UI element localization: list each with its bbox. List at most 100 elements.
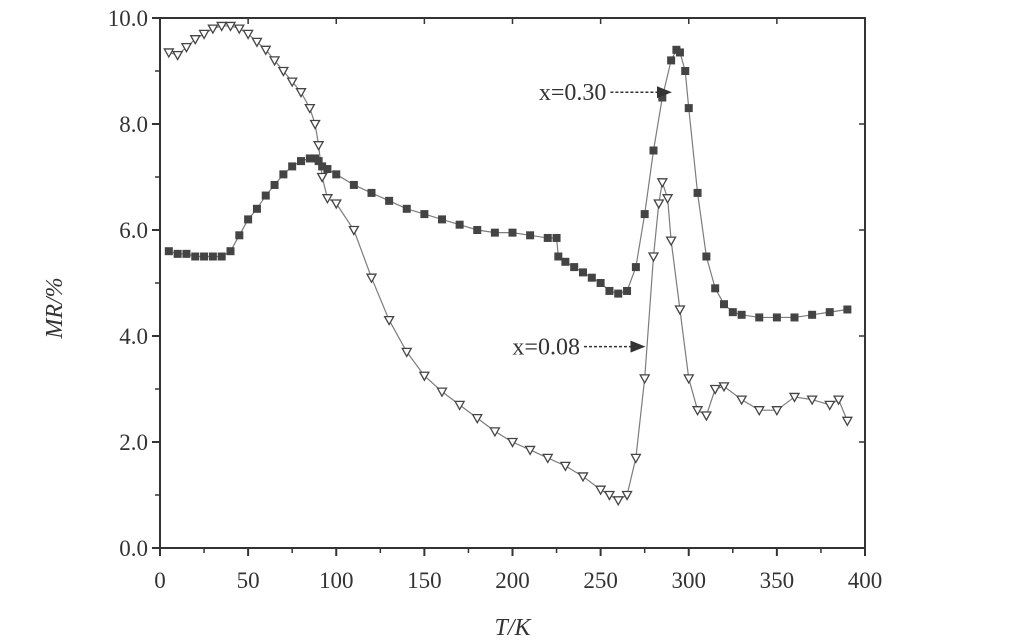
data-point (621, 490, 633, 501)
data-point (402, 204, 411, 213)
data-point (251, 37, 263, 48)
data-point (630, 453, 642, 464)
data-point (824, 400, 836, 411)
data-point (508, 228, 517, 237)
x-tick-label: 350 (760, 568, 795, 593)
data-point (277, 66, 289, 77)
y-tick-label: 0.0 (119, 536, 148, 561)
data-point (612, 496, 624, 507)
data-point (603, 490, 616, 501)
data-point (806, 395, 818, 406)
data-point (235, 231, 244, 240)
data-point (323, 165, 332, 174)
data-point (261, 191, 270, 200)
data-point (596, 279, 605, 287)
series-line (168, 25, 848, 502)
data-point (843, 305, 852, 314)
annotation-label: x=0.08 (512, 335, 580, 361)
data-point (542, 453, 554, 464)
data-point (332, 170, 341, 179)
data-point (623, 286, 632, 295)
data-point (438, 215, 446, 224)
data-point (700, 411, 712, 422)
y-tick-label: 4.0 (119, 324, 148, 349)
data-point (693, 188, 702, 197)
data-point (667, 56, 676, 65)
x-tick-label: 300 (672, 568, 707, 593)
data-point (348, 225, 360, 236)
data-point (691, 406, 704, 417)
data-point (313, 141, 325, 152)
data-point (570, 263, 579, 272)
data-point (252, 204, 261, 213)
data-point (216, 21, 228, 32)
data-point (365, 273, 378, 284)
data-point (506, 437, 519, 448)
x-tick-label: 100 (319, 568, 354, 593)
data-point (683, 374, 695, 385)
data-point (226, 247, 235, 256)
data-point (436, 387, 448, 398)
data-point (631, 263, 640, 272)
data-point (559, 461, 571, 472)
x-tick-label: 0 (154, 568, 166, 593)
data-point (349, 180, 358, 189)
data-point (674, 305, 686, 316)
data-point (639, 374, 651, 385)
data-point (180, 43, 193, 53)
data-point (771, 406, 783, 417)
data-point (330, 199, 342, 210)
data-point (808, 310, 817, 319)
data-point (473, 226, 482, 234)
data-point (653, 199, 665, 210)
data-point (753, 406, 765, 417)
data-point (224, 21, 237, 32)
data-point (297, 157, 305, 166)
data-point (418, 371, 430, 382)
data-point (605, 286, 614, 295)
data-point (490, 228, 499, 237)
data-point (173, 249, 182, 258)
x-tick-label: 50 (237, 568, 260, 593)
data-point (702, 252, 711, 261)
data-point (647, 252, 660, 263)
data-point (454, 400, 466, 411)
data-point (526, 231, 535, 240)
data-point (681, 67, 690, 75)
data-point (383, 315, 395, 326)
y-tick-label: 8.0 (119, 112, 148, 137)
data-point (841, 416, 853, 427)
x-axis-label: T/K (494, 615, 532, 640)
data-point (665, 236, 677, 247)
data-point (244, 215, 253, 224)
data-point (191, 252, 200, 261)
annotation-label: x=0.30 (539, 80, 607, 106)
data-point (304, 103, 316, 114)
data-point (595, 485, 607, 496)
data-point (471, 413, 483, 424)
y-tick-label: 10.0 (108, 6, 148, 31)
data-point (684, 104, 693, 113)
data-point (288, 162, 297, 171)
data-point (711, 284, 720, 293)
x-tick-label: 400 (848, 568, 883, 593)
data-point (554, 252, 563, 261)
data-point (658, 93, 667, 102)
data-point (552, 233, 561, 242)
data-point (208, 252, 217, 261)
data-point (587, 273, 596, 282)
data-point (790, 313, 799, 322)
data-point (455, 220, 464, 229)
data-point (614, 289, 623, 298)
data-point (367, 188, 376, 197)
data-point (401, 347, 413, 358)
data-point (825, 308, 834, 317)
data-point (832, 395, 845, 406)
data-point (728, 308, 737, 317)
data-point (268, 56, 281, 67)
data-point (524, 445, 536, 456)
data-point (233, 24, 245, 35)
data-point (164, 247, 173, 256)
